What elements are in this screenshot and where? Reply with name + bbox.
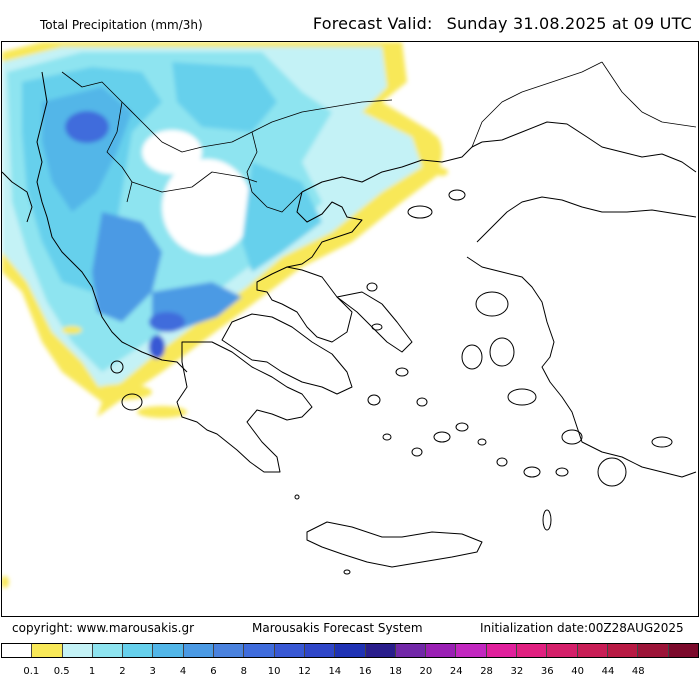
legend-swatch <box>153 644 184 657</box>
legend-tick-label: 3 <box>149 666 156 677</box>
coastlines <box>2 61 697 575</box>
legend-swatch <box>607 644 639 657</box>
header: Total Precipitation (mm/3h) Forecast Val… <box>0 0 700 40</box>
legend-swatch <box>62 644 93 657</box>
forecast-valid: Forecast Valid: Sunday 31.08.2025 at 09 U… <box>313 14 692 33</box>
forecast-label: Forecast Valid: <box>312 14 433 33</box>
precipitation-field <box>2 42 448 588</box>
legend-swatch <box>668 644 698 657</box>
legend-swatch <box>577 644 608 657</box>
legend-tick-label: 36 <box>540 666 554 677</box>
legend-swatch <box>517 644 548 657</box>
map-title: Total Precipitation (mm/3h) <box>40 18 203 32</box>
legend-swatch <box>486 644 518 657</box>
legend-tick-label: 28 <box>480 666 493 677</box>
legend-tick-label: 0.5 <box>53 666 70 677</box>
legend-swatch <box>2 644 33 657</box>
legend-tick-label: 0.1 <box>23 666 40 677</box>
legend-tick-label: 12 <box>298 666 311 677</box>
copyright-text: copyright: www.marousakis.gr <box>12 621 195 635</box>
forecast-value: Sunday 31.08.2025 at 09 UTC <box>446 14 692 33</box>
legend-swatch <box>335 644 366 657</box>
legend-tick-label: 32 <box>510 666 524 677</box>
legend-tick-label: 14 <box>328 666 342 677</box>
legend-swatch <box>92 644 124 657</box>
precipitation-map <box>1 41 699 617</box>
legend-tick-label: 1 <box>88 666 96 677</box>
legend-swatch <box>426 644 457 657</box>
legend-tick-label: 48 <box>631 666 645 677</box>
legend-tick-label: 18 <box>389 666 402 677</box>
legend-swatch <box>456 644 487 657</box>
legend-swatch <box>32 644 63 657</box>
legend-swatch <box>395 644 427 657</box>
legend-tick-label: 40 <box>571 666 584 677</box>
init-date: Initialization date:00Z28AUG2025 <box>480 621 684 635</box>
legend-tick-label: 16 <box>358 666 372 677</box>
legend-swatch <box>304 644 336 657</box>
legend-ticks: 0.1 0.5 1 2 3 4 6 8 10 12 14 16 18 20 24 28 32 36 40 44 48 <box>1 666 699 682</box>
legend-swatch <box>183 644 215 657</box>
color-legend: 0.1 0.5 1 2 3 4 6 8 10 12 14 16 18 20 24 28 32 36 40 44 48 <box>0 641 700 700</box>
legend-tick-label: 6 <box>210 666 217 677</box>
legend-swatch <box>638 644 669 657</box>
legend-swatch <box>244 644 275 657</box>
legend-swatch <box>547 644 578 657</box>
legend-tick-label: 4 <box>179 666 187 677</box>
legend-tick-label: 24 <box>449 666 463 677</box>
system-name: Marousakis Forecast System <box>252 621 423 635</box>
legend-swatch <box>365 644 396 657</box>
legend-bar <box>1 643 699 658</box>
legend-tick-label: 10 <box>267 666 281 677</box>
legend-tick-label: 20 <box>419 666 433 677</box>
footer: copyright: www.marousakis.gr Marousakis … <box>0 618 700 640</box>
legend-tick-label: 2 <box>119 666 126 677</box>
legend-tick-label: 8 <box>240 666 247 677</box>
legend-swatch <box>123 644 154 657</box>
legend-swatch <box>274 644 305 657</box>
legend-tick-label: 44 <box>601 666 615 677</box>
legend-swatch <box>214 644 245 657</box>
